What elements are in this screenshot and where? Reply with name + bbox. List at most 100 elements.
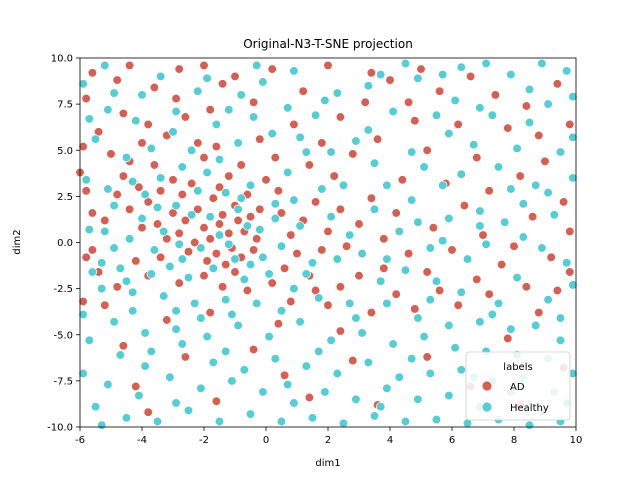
point-healthy-248 <box>214 154 225 165</box>
point-healthy-231 <box>524 117 535 128</box>
legend-title: labels <box>503 362 532 373</box>
point-healthy-175 <box>90 402 101 412</box>
point-ad-171 <box>180 352 191 362</box>
point-ad-41 <box>87 245 98 255</box>
point-ad-131 <box>354 271 364 281</box>
point-healthy-122 <box>159 291 169 301</box>
point-ad-36 <box>168 175 178 185</box>
x-tick-label: -4 <box>137 435 147 446</box>
point-healthy-81 <box>524 84 535 95</box>
point-healthy-181 <box>276 416 287 427</box>
point-healthy-193 <box>221 346 231 357</box>
point-ad-155 <box>100 300 110 310</box>
point-ad-117 <box>459 200 470 211</box>
point-healthy-142 <box>84 335 94 345</box>
point-healthy-200 <box>128 306 138 316</box>
point-ad-149 <box>81 252 91 262</box>
point-healthy-75 <box>450 95 460 106</box>
legend-label-healthy: Healthy <box>510 403 549 414</box>
point-ad-79 <box>341 241 352 251</box>
point-healthy-12 <box>245 259 256 270</box>
point-healthy-39 <box>248 112 259 122</box>
point-healthy-34 <box>103 105 113 115</box>
point-ad-34 <box>186 178 197 189</box>
point-healthy-44 <box>236 90 246 100</box>
point-healthy-186 <box>431 414 442 425</box>
point-healthy-211 <box>252 298 262 309</box>
point-ad-70 <box>276 208 287 218</box>
point-healthy-148 <box>270 354 280 364</box>
point-ad-44 <box>149 160 160 170</box>
point-ad-43 <box>106 149 116 159</box>
point-healthy-78 <box>487 110 497 120</box>
point-healthy-127 <box>140 328 150 338</box>
point-healthy-16 <box>149 245 160 255</box>
point-healthy-143 <box>115 350 125 360</box>
point-healthy-191 <box>97 420 107 430</box>
point-ad-81 <box>279 263 290 273</box>
point-healthy-115 <box>444 320 454 331</box>
point-healthy-162 <box>196 383 206 393</box>
point-healthy-137 <box>450 343 460 353</box>
point-healthy-51 <box>307 258 318 268</box>
point-healthy-29 <box>109 200 119 211</box>
point-healthy-217 <box>146 143 156 154</box>
point-healthy-9 <box>255 224 265 235</box>
point-ad-80 <box>354 219 364 229</box>
point-healthy-244 <box>413 217 423 227</box>
point-healthy-240 <box>543 188 553 198</box>
point-ad-9 <box>211 248 222 259</box>
point-healthy-224 <box>258 77 268 87</box>
point-ad-0 <box>214 219 225 229</box>
point-healthy-146 <box>208 357 218 368</box>
point-ad-26 <box>152 219 163 229</box>
point-healthy-98 <box>444 213 454 224</box>
point-healthy-0 <box>205 212 215 222</box>
point-healthy-77 <box>438 180 448 190</box>
point-ad-57 <box>217 79 228 89</box>
point-ad-141 <box>366 307 377 318</box>
x-tick-label: 10 <box>570 435 583 446</box>
point-healthy-61 <box>382 180 392 190</box>
point-ad-59 <box>124 60 135 71</box>
point-ad-130 <box>379 263 389 273</box>
point-ad-64 <box>78 141 88 152</box>
point-healthy-184 <box>369 411 380 421</box>
point-ad-161 <box>236 160 246 170</box>
point-ad-68 <box>255 134 265 144</box>
point-ad-115 <box>515 171 525 181</box>
y-tick-label: -10.0 <box>47 423 73 434</box>
point-healthy-160 <box>134 390 144 401</box>
point-ad-136 <box>484 289 494 299</box>
point-healthy-63 <box>351 136 361 146</box>
point-healthy-23 <box>202 167 212 178</box>
point-ad-24 <box>230 267 240 277</box>
point-healthy-62 <box>394 226 404 237</box>
point-healthy-108 <box>264 269 274 279</box>
legend-label-ad: AD <box>510 382 525 393</box>
point-healthy-154 <box>456 365 466 375</box>
point-ad-101 <box>323 60 333 71</box>
point-healthy-107 <box>568 280 578 290</box>
point-ad-166 <box>304 392 315 403</box>
point-ad-154 <box>217 282 228 292</box>
point-ad-160 <box>193 138 203 148</box>
point-healthy-105 <box>512 272 522 283</box>
point-ad-67 <box>267 64 277 74</box>
point-healthy-221 <box>202 73 212 83</box>
point-healthy-59 <box>283 167 293 178</box>
point-healthy-178 <box>183 405 194 416</box>
point-healthy-68 <box>310 110 321 120</box>
point-healthy-35 <box>168 127 178 137</box>
point-healthy-66 <box>419 162 429 172</box>
point-healthy-32 <box>90 134 101 144</box>
point-healthy-183 <box>338 418 349 428</box>
point-ad-6 <box>217 210 228 220</box>
point-ad-20 <box>208 193 218 203</box>
point-ad-163 <box>131 381 141 392</box>
point-ad-2 <box>205 234 215 244</box>
point-healthy-135 <box>388 339 398 349</box>
point-healthy-43 <box>193 86 203 96</box>
point-healthy-213 <box>332 254 342 264</box>
